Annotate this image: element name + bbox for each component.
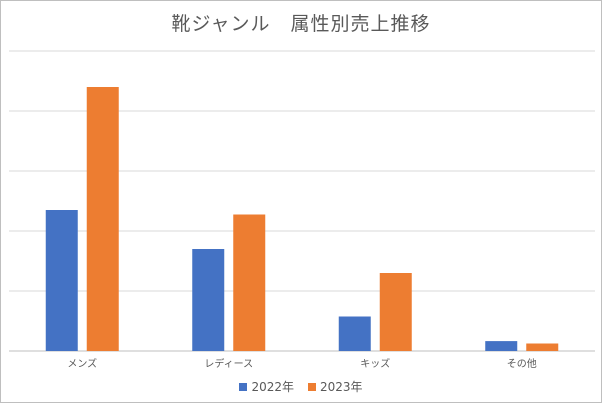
bar-series2-4 xyxy=(526,343,559,351)
legend-swatch xyxy=(308,382,316,391)
x-tick-label: キッズ xyxy=(360,357,390,370)
bar-series1-3 xyxy=(338,316,371,351)
x-tick-label: その他 xyxy=(507,357,537,370)
chart-title: 靴ジャンル 属性別売上推移 xyxy=(171,13,431,35)
chart-legend: 2022年 2023年 xyxy=(1,378,601,395)
x-tick-label: メンズ xyxy=(67,357,97,370)
legend-item-2: 2023年 xyxy=(308,378,363,395)
x-tick-label: レディース xyxy=(204,357,253,370)
legend-label: 2022年 xyxy=(251,380,294,394)
bar-series1-1 xyxy=(45,210,78,351)
legend-item-1: 2022年 xyxy=(239,378,294,395)
legend-label: 2023年 xyxy=(320,380,363,394)
bar-series1-2 xyxy=(192,249,225,351)
bar-series2-2 xyxy=(233,214,266,351)
legend-swatch xyxy=(239,382,248,391)
bar-series1-4 xyxy=(485,341,518,351)
bar-series2-1 xyxy=(86,87,119,351)
bar-series2-3 xyxy=(379,273,412,351)
